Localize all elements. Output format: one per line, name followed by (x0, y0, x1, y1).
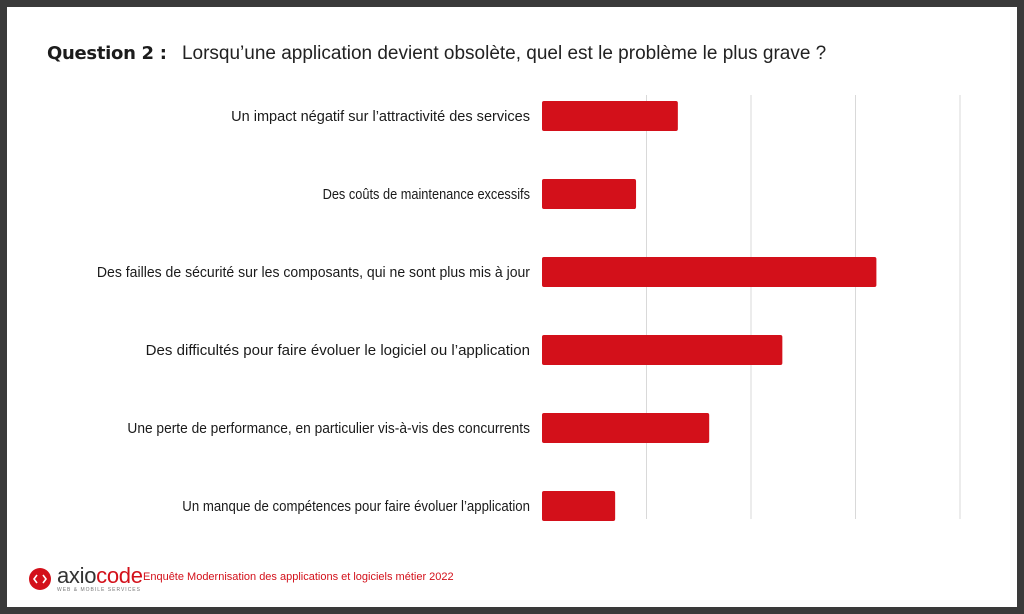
survey-source: Enquête Modernisation des applications e… (143, 571, 454, 583)
logo-tagline: WEB & MOBILE SERVICES (57, 587, 141, 593)
bar (542, 101, 678, 131)
question-label: Question 2 : (47, 43, 167, 64)
category-label: Des failles de sécurité sur les composan… (97, 264, 530, 281)
question-heading: Question 2 : Lorsqu’une application devi… (47, 43, 826, 65)
category-label: Des coûts de maintenance excessifs (323, 186, 530, 203)
category-label: Des difficultés pour faire évoluer le lo… (146, 342, 530, 359)
bar (542, 491, 616, 521)
category-label: Un manque de compétences pour faire évol… (182, 498, 530, 515)
code-brackets-icon (29, 568, 51, 590)
category-label: Une perte de performance, en particulier… (127, 420, 530, 437)
bar (542, 179, 637, 209)
logo-name-prefix: axio (57, 563, 97, 588)
question-text: Lorsqu’une application devient obsolète,… (181, 43, 827, 64)
logo-name: axiocode (57, 565, 143, 587)
logo-name-accent: code (96, 563, 143, 588)
bar (542, 413, 710, 443)
bar-chart: Un impact négatif sur l’attractivité des… (97, 95, 961, 521)
category-label: Un impact négatif sur l’attractivité des… (231, 108, 530, 125)
bar (542, 257, 877, 287)
slide-card: Question 2 : Lorsqu’une application devi… (7, 7, 1017, 607)
bar (542, 335, 783, 365)
axiocode-logo: axiocode WEB & MOBILE SERVICES (29, 565, 143, 593)
